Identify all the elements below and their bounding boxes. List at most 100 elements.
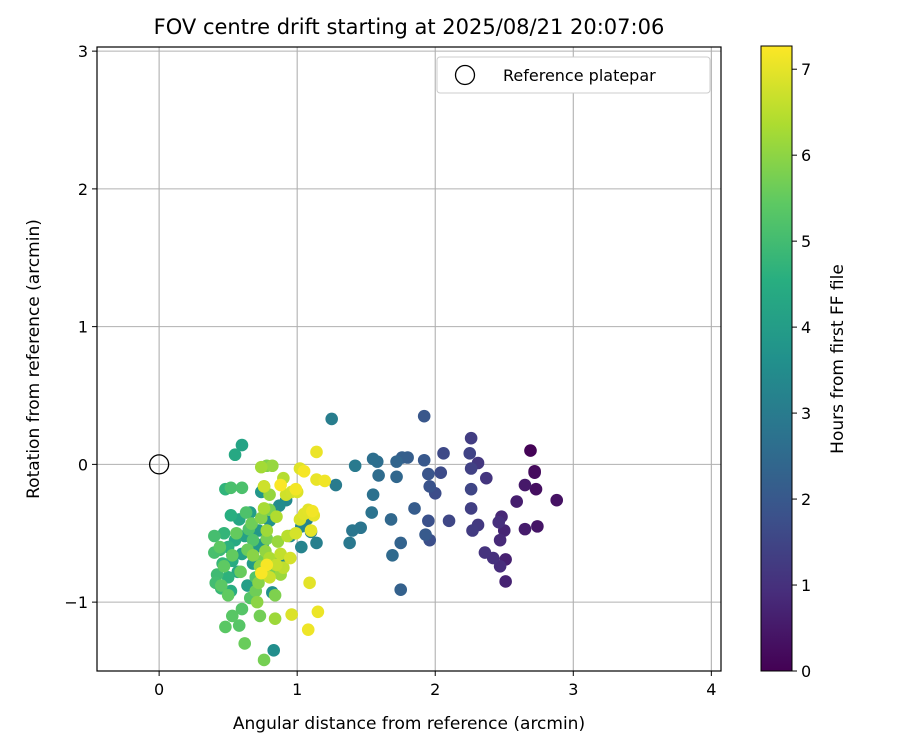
data-point [528,466,541,479]
y-tick-label: −1 [64,593,88,612]
data-point [390,470,403,484]
data-point [372,469,385,482]
data-point [238,637,252,650]
data-point [254,460,268,474]
data-point [295,540,308,554]
data-point [417,409,431,423]
x-axis-label: Angular distance from reference (arcmin) [233,714,585,734]
data-point [329,478,343,492]
data-point [235,602,249,616]
data-point [289,526,303,540]
data-point [464,482,478,496]
x-tick-label: 1 [292,680,302,699]
data-point [230,526,243,540]
data-point [365,506,379,519]
data-point [239,506,253,519]
data-point [518,478,532,492]
data-point [422,467,435,481]
data-point [390,455,403,468]
data-point [225,548,239,562]
data-point [442,514,456,528]
data-point [310,445,323,459]
colorbar-tick-label: 4 [801,318,811,337]
data-point [419,528,432,541]
data-point [221,588,235,602]
x-tick-label: 4 [706,680,716,699]
colorbar: 0 1 2 3 4 5 6 7 Hours from first FF file [760,45,848,681]
data-point [253,609,267,623]
data-point [311,605,325,619]
data-point [394,536,408,550]
data-point [235,481,249,495]
data-point [254,566,268,580]
data-point [310,536,323,550]
data-point [250,595,264,609]
data-point [254,511,268,525]
data-point [208,529,221,543]
colorbar-ticks: 0 1 2 3 4 5 6 7 [792,60,811,681]
colorbar-label: Hours from first FF file [828,264,848,454]
data-point [366,488,380,501]
data-point [274,478,287,492]
data-point [422,514,435,528]
colorbar-tick-label: 0 [801,662,811,681]
data-point [325,412,338,426]
data-point [252,576,265,590]
data-point [394,583,408,597]
colorbar-gradient [760,45,793,672]
y-tick-label: 1 [78,318,88,337]
data-point [366,452,380,466]
chart-title: FOV centre drift starting at 2025/08/21 … [154,15,665,39]
data-point [480,471,493,485]
data-point [224,481,238,495]
data-point [550,493,564,507]
data-point [283,551,297,565]
x-tick-label: 0 [154,680,164,699]
data-point [285,608,298,621]
colorbar-tick-label: 2 [801,490,811,509]
data-point [466,524,479,537]
data-point [297,464,311,478]
y-axis-ticks: −1 0 1 2 3 [64,42,97,612]
reference-marker-layer [148,454,170,475]
data-point [245,517,258,530]
data-point [499,575,512,588]
data-point [270,558,283,572]
data-point [267,644,281,657]
colorbar-tick-label: 6 [801,146,811,165]
colorbar-tick-label: 5 [801,232,811,251]
data-point [524,444,537,457]
data-point [464,431,478,445]
data-point [343,536,356,550]
data-point [272,499,286,513]
legend: Reference platepar [436,56,711,94]
data-point [235,438,249,452]
data-point [348,459,362,473]
x-tick-label: 3 [568,680,578,699]
data-point [408,502,421,515]
data-points [208,409,564,667]
data-point [510,495,523,508]
data-point [260,524,274,537]
data-point [217,560,231,573]
x-tick-label: 2 [430,680,440,699]
data-point [234,565,247,579]
data-point [464,462,478,475]
data-point [423,480,437,493]
y-tick-label: 2 [78,180,88,199]
y-axis-label: Rotation from reference (arcmin) [24,219,44,499]
y-tick-label: 3 [78,42,88,61]
legend-marker-icon [454,64,476,86]
legend-box [436,56,711,94]
y-tick-label: 0 [78,455,88,474]
data-point [268,588,282,602]
data-point [493,533,507,547]
colorbar-tick-label: 3 [801,404,811,423]
data-point [531,520,544,533]
data-point [518,522,532,536]
data-point [529,482,543,496]
data-point [346,524,359,537]
data-point [257,653,271,667]
data-point [274,547,287,561]
plot-frame [96,46,722,672]
